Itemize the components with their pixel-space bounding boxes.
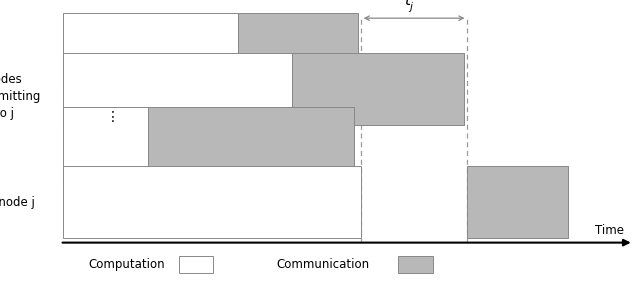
Bar (179, 256, 213, 273)
Text: AF node j: AF node j (0, 196, 35, 209)
Bar (398, 256, 433, 273)
Text: $t_j^{\rm w}$: $t_j^{\rm w}$ (404, 0, 422, 14)
Bar (63, 53, 292, 125)
Bar (292, 53, 464, 125)
Bar (63, 166, 361, 238)
Text: Computation: Computation (88, 257, 164, 271)
Bar (467, 166, 568, 238)
Bar (148, 107, 355, 179)
Text: Communication: Communication (276, 257, 369, 271)
Bar (63, 12, 239, 85)
Bar (63, 107, 148, 179)
Text: Nodes
transmitting
to j: Nodes transmitting to j (0, 73, 41, 120)
Text: ⋮: ⋮ (106, 110, 120, 125)
Text: Time: Time (595, 224, 624, 237)
Bar (239, 12, 358, 85)
